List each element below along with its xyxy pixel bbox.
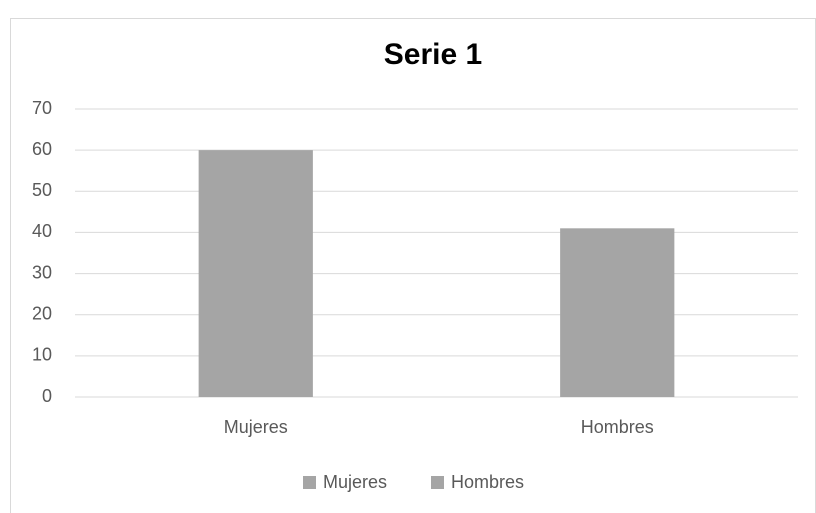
legend-label: Hombres xyxy=(451,472,524,492)
chart-frame xyxy=(10,18,816,513)
chart-title: Serie 1 xyxy=(384,38,482,71)
y-tick-label: 0 xyxy=(42,386,52,406)
y-tick-label: 20 xyxy=(32,303,52,323)
legend-swatch xyxy=(431,476,444,489)
legend-label: Mujeres xyxy=(323,472,387,492)
y-tick-label: 60 xyxy=(32,139,52,159)
x-tick-label: Mujeres xyxy=(224,417,288,437)
bar xyxy=(560,228,675,397)
legend-swatch xyxy=(303,476,316,489)
y-tick-label: 30 xyxy=(32,262,52,282)
y-tick-label: 10 xyxy=(32,345,52,365)
y-tick-label: 70 xyxy=(32,98,52,118)
bar xyxy=(198,150,313,397)
y-tick-label: 50 xyxy=(32,180,52,200)
x-tick-label: Hombres xyxy=(581,417,654,437)
y-tick-label: 40 xyxy=(32,221,52,241)
